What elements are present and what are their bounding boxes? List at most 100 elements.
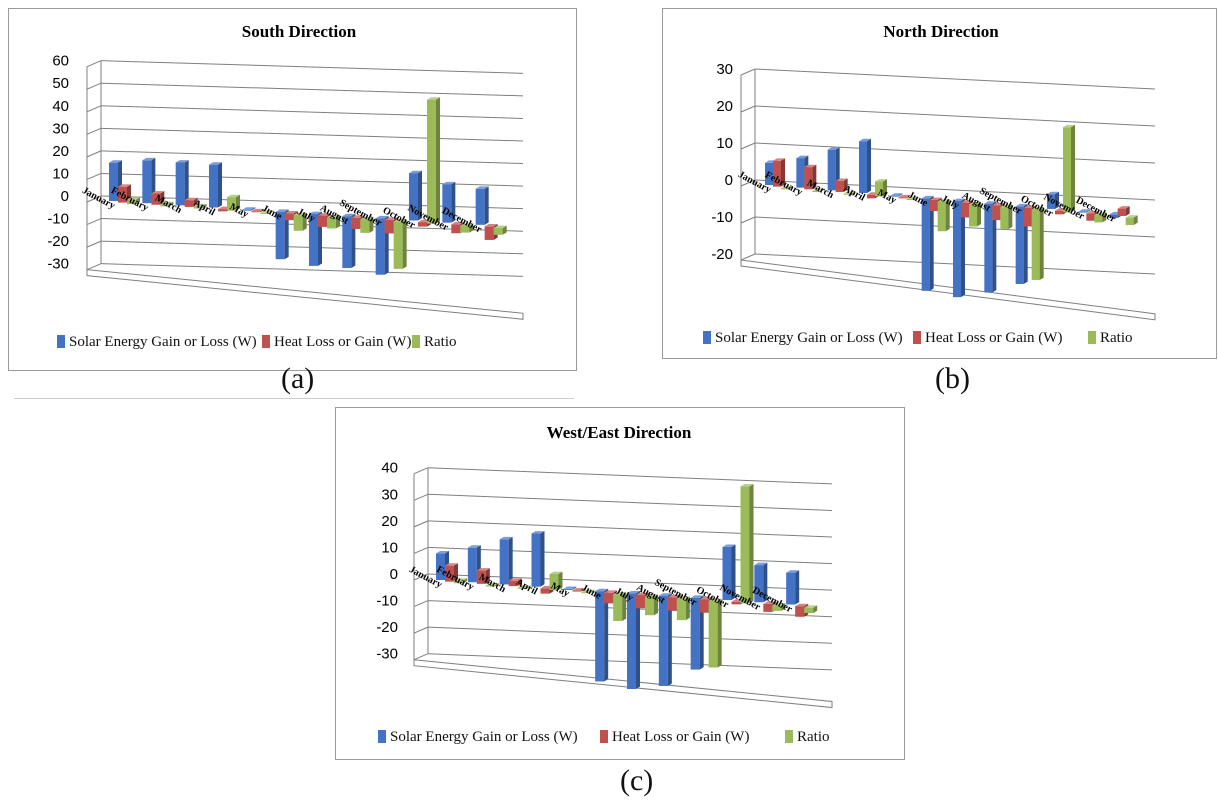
bar [393,221,403,269]
gridline-side [413,653,429,661]
bar-top [184,197,198,201]
bar [467,547,477,583]
bar [1000,207,1009,230]
bar-top [953,198,965,201]
legend-swatch [412,335,420,348]
y-tick-label: 20 [52,143,69,160]
legend-entry: Solar Energy Gain or Loss (W) [715,330,903,346]
bar-side [795,570,800,605]
bar-top [493,225,507,229]
bar-top [595,588,609,592]
bar [708,601,718,668]
bar-side [961,198,965,298]
legend-swatch [262,335,270,348]
chart-title: South Direction [242,22,357,41]
bar [772,605,782,611]
bar-side [1125,206,1130,216]
gridline-side [740,105,756,113]
bar-top [781,185,793,189]
bar-top [318,213,331,216]
bar [476,570,486,584]
bar-side [502,225,507,235]
bar [284,213,294,221]
north-direction-chart-svg: North Direction3020100-10-20JanuaryFebru… [703,22,1156,346]
bar-side [929,195,934,291]
bar-top [275,209,289,212]
gridline [100,60,524,74]
bar-side [581,588,586,592]
bar [859,141,867,193]
bar-top [1094,212,1107,215]
gridline-side [86,127,102,135]
bar-top [209,162,222,165]
bar-side [867,138,871,193]
bar [1125,217,1134,226]
y-tick-label: -30 [47,256,69,273]
bar-side [781,158,785,187]
bar-top [843,191,856,194]
bar-top [1117,206,1130,209]
bar-top [563,586,577,589]
legend-swatch [600,730,608,743]
category-label: May [549,581,571,600]
bar-side [604,588,609,682]
y-tick-label: 40 [381,460,398,477]
bar [251,211,261,213]
gridline-side [86,82,102,90]
bar [1094,214,1103,223]
bar [773,160,781,187]
bar [540,588,550,594]
bar-side [992,201,997,293]
bar-top [309,211,322,214]
bar [740,486,750,604]
bar-top [460,223,474,226]
bar-side [136,197,140,205]
bar [765,162,773,185]
bar [517,587,527,589]
y-tick-label: 0 [725,172,733,189]
legend-entry: Heat Loss or Gain (W) [274,334,411,350]
bar-side [636,590,640,690]
bar [754,565,764,603]
bar [961,202,969,218]
bar [175,162,185,206]
bar-top [260,210,274,213]
y-tick-label: 60 [52,53,69,70]
divider [14,398,574,399]
bar [804,167,813,190]
gridline-side [740,216,756,224]
bar-top [508,578,522,581]
gridline [754,105,1156,127]
bar-top [627,590,640,594]
gridline-side [86,105,102,113]
bar [627,593,636,690]
bar-side [454,563,458,582]
bar-top [484,224,498,227]
chart-title: North Direction [883,22,999,41]
y-tick-label: 30 [381,486,398,503]
bar-side [451,181,456,223]
bar-side [622,592,627,621]
floor [413,659,833,709]
bar-side [812,164,817,190]
bar-top [475,186,489,189]
bar [1086,213,1095,221]
bar [342,216,352,269]
bar-top [796,155,809,159]
gridline [100,150,524,165]
bar-top [467,545,481,548]
gridline-side [86,263,102,271]
bar [1063,127,1071,213]
bar-side [558,571,563,590]
bar-top [812,188,825,192]
legend-entry: Ratio [1100,330,1133,346]
bar-top [1125,215,1138,218]
bar-top [658,593,672,596]
bar-side [731,544,736,601]
bar [835,180,844,193]
bar-side [685,596,690,621]
bar [875,181,883,197]
gridline [100,82,524,97]
bar-top [1031,207,1044,210]
bar-side [269,210,274,214]
